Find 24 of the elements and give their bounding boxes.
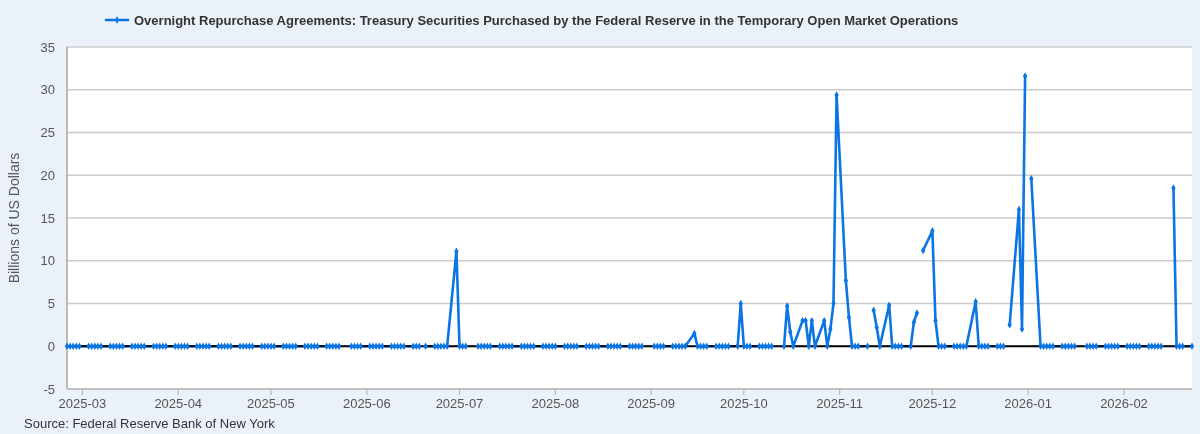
x-tick-label: 2025-08	[531, 396, 580, 411]
x-tick-label: 2025-11	[816, 396, 864, 411]
x-tick-label: 2025-07	[435, 396, 484, 411]
x-tick-label: 2025-10	[719, 396, 768, 411]
y-tick-label: 5	[47, 296, 55, 312]
y-tick-label: 15	[40, 210, 55, 226]
x-tick-label: 2026-01	[1004, 396, 1053, 411]
y-tick-label: -5	[43, 381, 55, 397]
y-tick-label: 0	[47, 338, 55, 354]
x-tick-label: 2025-12	[908, 396, 957, 411]
y-axis-title: Billions of US Dollars	[6, 152, 22, 284]
x-tick-label: 2025-04	[154, 396, 203, 411]
y-tick-label: 30	[40, 82, 55, 98]
legend-label: Overnight Repurchase Agreements: Treasury Securities Purchased by the Federal Reserve in the Temporary Open Market Operations	[134, 12, 959, 28]
y-tick-label: 25	[40, 125, 55, 141]
y-tick-label: 10	[40, 253, 55, 269]
x-tick-label: 2025-09	[627, 396, 675, 411]
y-tick-label: 35	[40, 39, 55, 55]
x-tick-label: 2026-02	[1100, 396, 1148, 411]
x-tick-label: 2025-05	[247, 396, 295, 411]
y-tick-label: 20	[40, 167, 55, 183]
source-note: Source: Federal Reserve Bank of New York	[24, 416, 276, 431]
x-tick-label: 2025-03	[58, 396, 107, 411]
x-tick-label: 2025-06	[342, 396, 391, 411]
